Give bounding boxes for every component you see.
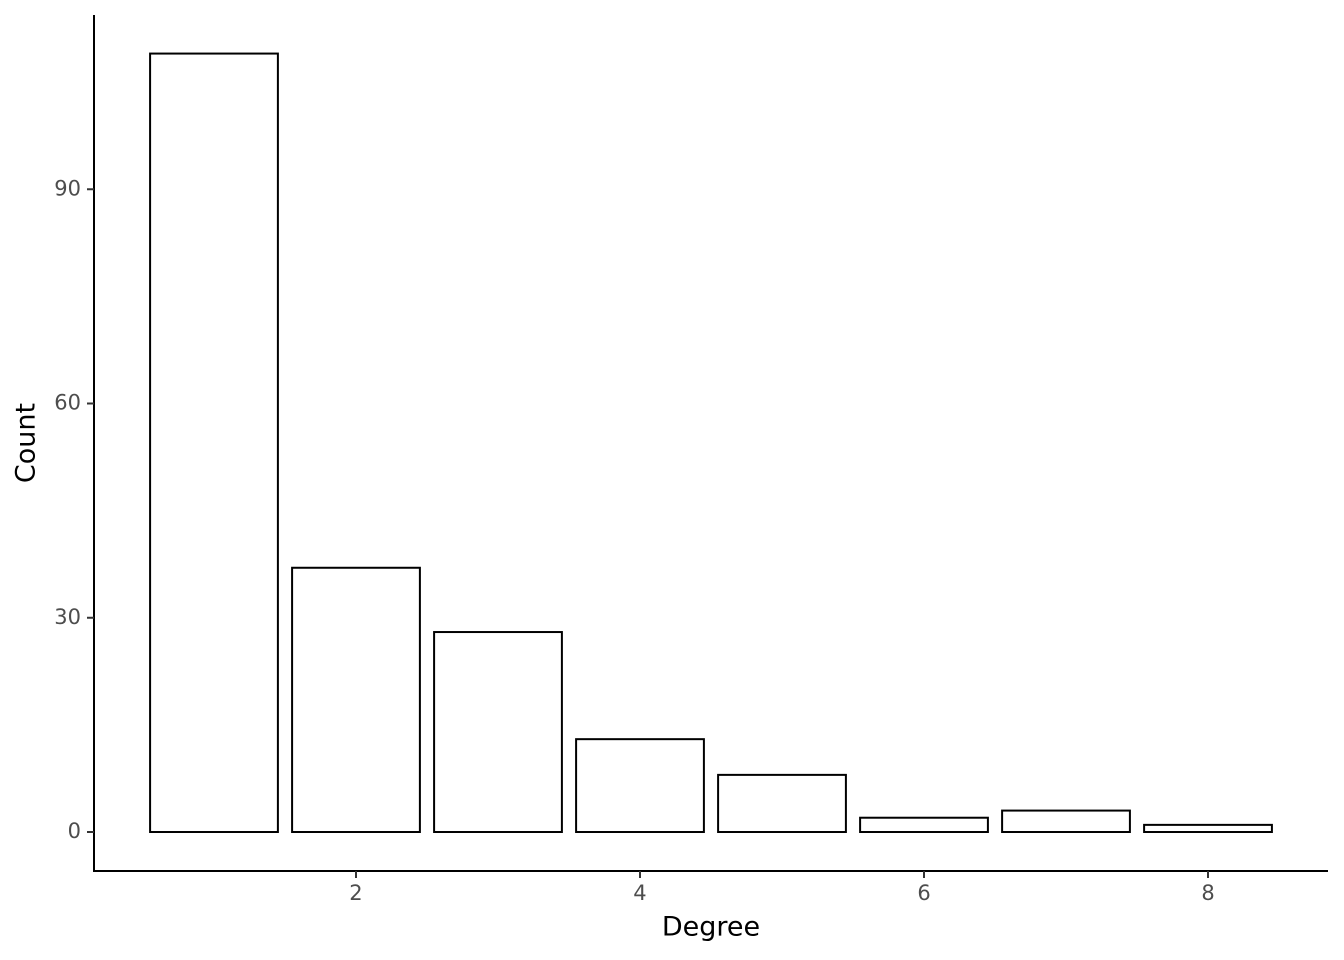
bar: [433, 631, 563, 834]
bar: [291, 566, 421, 834]
bar: [717, 773, 847, 834]
x-tick-label: 4: [633, 881, 646, 905]
y-axis-title: Count: [11, 403, 42, 483]
x-tick-label: 8: [1201, 881, 1214, 905]
y-tick-label: 90: [54, 176, 81, 200]
x-tick-label: 2: [349, 881, 362, 905]
bar: [575, 738, 705, 834]
bar: [1143, 823, 1273, 834]
x-axis-title: Degree: [662, 912, 760, 943]
bar: [149, 52, 279, 834]
y-tick-label: 60: [54, 391, 81, 415]
bar: [859, 816, 989, 834]
bar: [1001, 809, 1131, 834]
y-tick-label: 30: [54, 605, 81, 629]
y-tick-label: 0: [68, 819, 81, 843]
x-tick-label: 6: [917, 881, 930, 905]
